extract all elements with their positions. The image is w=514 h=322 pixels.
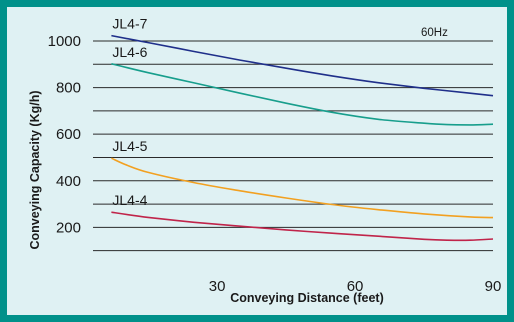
frequency-annotation: 60Hz [421, 27, 448, 39]
tick-labels: 200 400 600 800 1000 30 60 90 [48, 33, 502, 295]
y-tick-label: 800 [56, 80, 81, 97]
series-label: JL4-6 [112, 44, 147, 60]
series-line-jl4-6 [111, 63, 494, 126]
gridlines [93, 40, 493, 252]
series-label: JL4-5 [112, 138, 147, 154]
x-axis-title: Conveying Distance (feet) [230, 291, 384, 305]
x-tick-label: 30 [209, 278, 226, 295]
y-tick-label: 200 [56, 219, 81, 236]
y-tick-label: 1000 [48, 33, 81, 50]
y-tick-label: 400 [56, 173, 81, 190]
series-label: JL4-4 [112, 192, 147, 208]
series-line-jl4-4 [111, 211, 494, 242]
series-line-jl4-7 [111, 34, 494, 97]
x-tick-label: 60 [347, 278, 364, 295]
series-lines [111, 34, 494, 242]
series-line-jl4-5 [111, 157, 494, 219]
series-label: JL4-7 [112, 16, 147, 32]
series-labels: JL4-7 JL4-6 JL4-5 JL4-4 [112, 16, 147, 209]
x-tick-label: 90 [485, 278, 502, 295]
y-tick-label: 600 [56, 126, 81, 143]
plot-panel [7, 7, 507, 315]
y-axis-title: Conveying Capacity (Kg/h) [28, 90, 42, 249]
